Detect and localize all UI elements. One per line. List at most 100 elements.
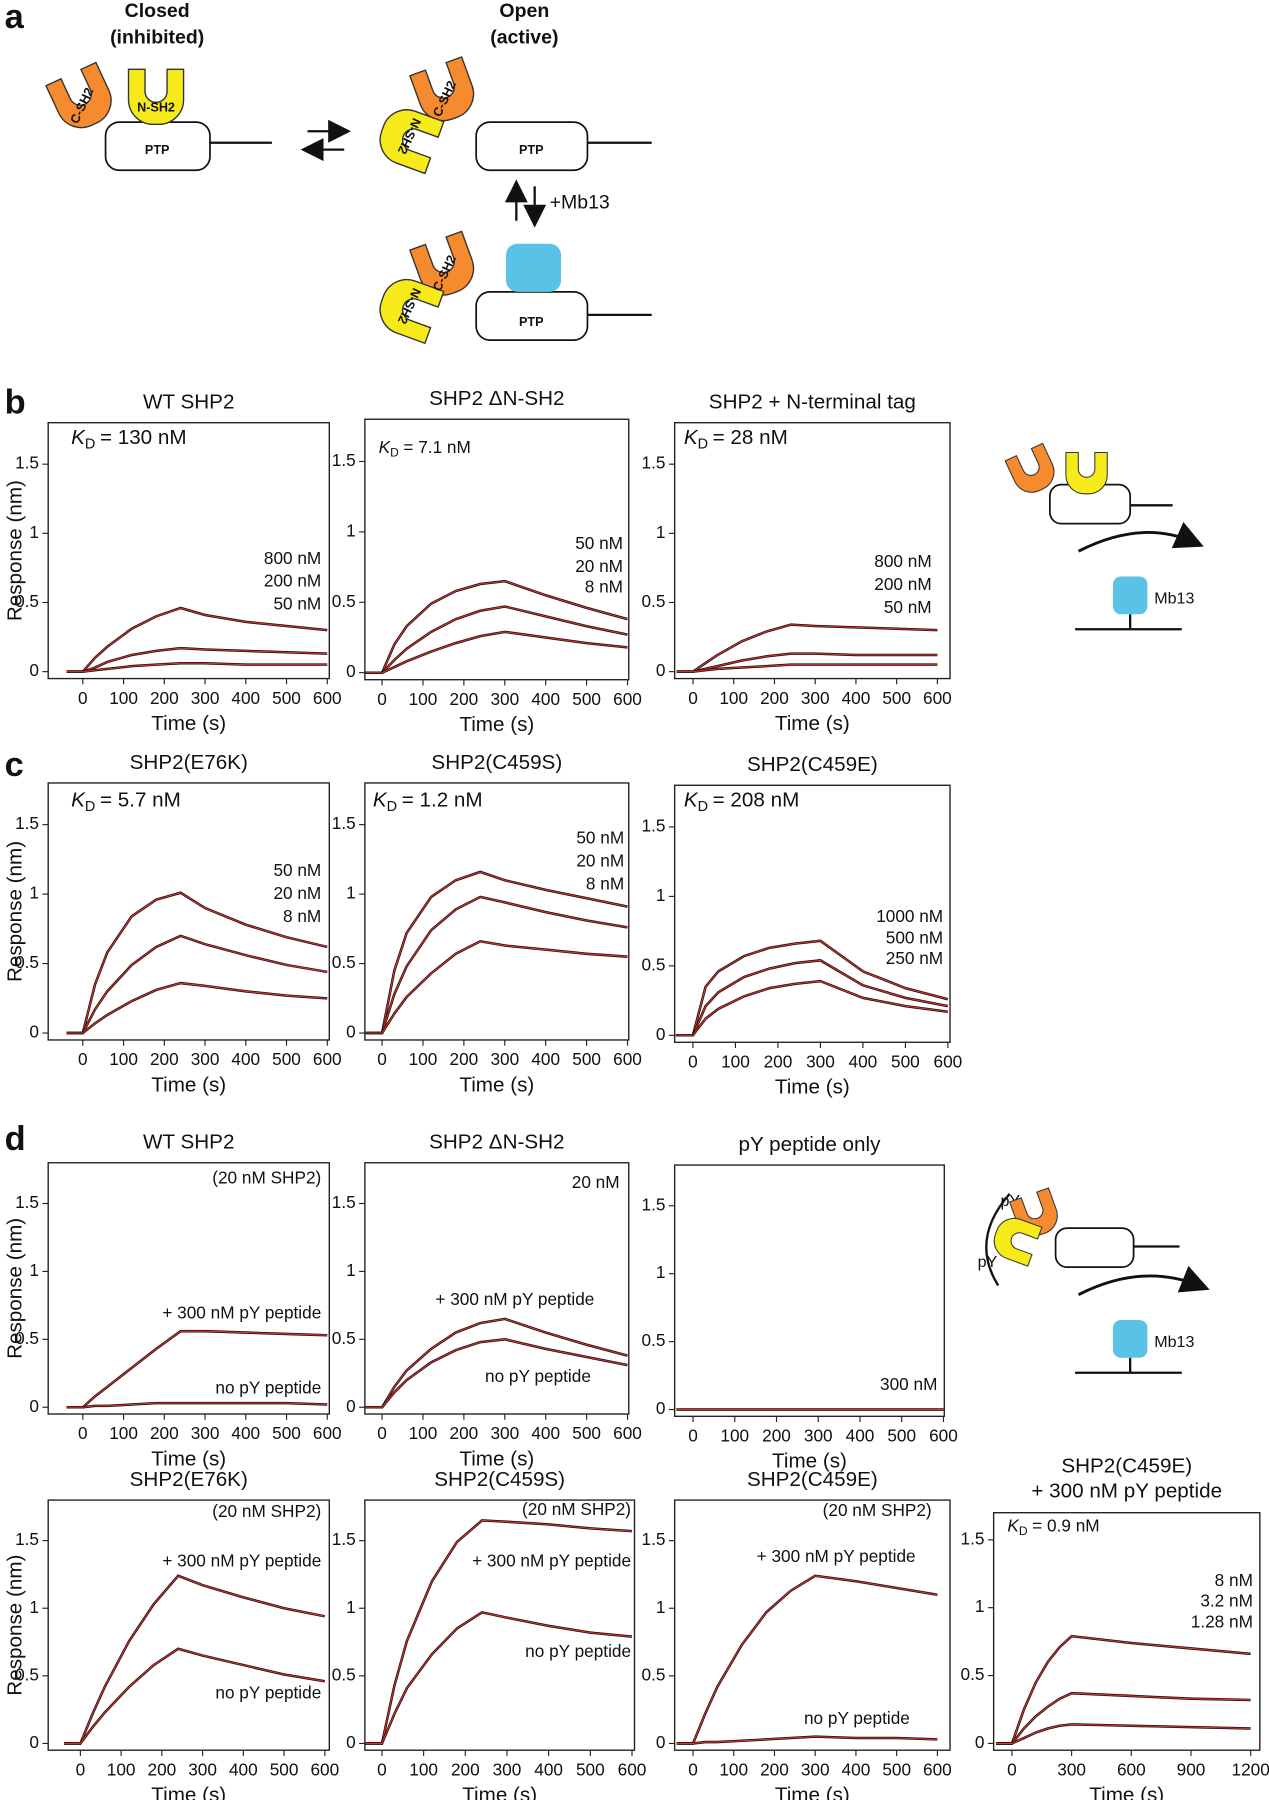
plot-frame	[673, 1164, 945, 1418]
x-tick-label: 100	[109, 688, 138, 708]
x-tick-label: 500	[882, 688, 911, 708]
kd-symbol: K	[1007, 1515, 1020, 1535]
chart: 0 0.5 1 1.5 0 100 200 300 400 500 600 SHP2(E76K) Tim…	[4, 751, 342, 1096]
y-axis-label: Response (nm)	[4, 480, 27, 621]
series-label: no pY peptide	[804, 1708, 910, 1728]
kd-subscript: D	[85, 799, 95, 815]
x-tick-label: 300	[490, 1049, 519, 1069]
x-tick-label: 200	[150, 1423, 179, 1443]
panel-label: c	[5, 746, 24, 784]
x-tick-label: 0	[377, 1049, 387, 1069]
chart-title: SHP2(C459S)	[431, 751, 562, 774]
x-tick-label: 600	[313, 1423, 342, 1443]
x-tick-label: 100	[409, 1049, 438, 1069]
x-axis-label: Time (s)	[772, 1450, 847, 1473]
x-tick-label: 300	[804, 1426, 833, 1446]
fit-line	[365, 871, 628, 1034]
series-label: no pY peptide	[215, 1683, 321, 1703]
kd-symbol: K	[684, 426, 699, 449]
diagram-heading: Open	[499, 0, 549, 22]
y-tick-label: 1	[29, 1260, 39, 1280]
x-tick-label: 300	[801, 688, 830, 708]
fit-line	[675, 980, 948, 1036]
y-tick-label: 1	[29, 883, 39, 903]
kd-symbol: K	[71, 426, 86, 449]
annotation: (20 nM SHP2)	[212, 1167, 321, 1187]
y-tick-label: 1.5	[332, 1192, 356, 1212]
series-label: no pY peptide	[215, 1377, 321, 1397]
plot-frame	[364, 782, 630, 1041]
x-tick-label: 500	[882, 1759, 911, 1779]
y-tick-label: 0.5	[961, 1664, 985, 1684]
x-tick-label: 600	[613, 1423, 642, 1443]
fit-line	[675, 959, 948, 1036]
series-label: 8 nM	[283, 906, 321, 926]
domain-label: N-SH2	[137, 101, 175, 115]
kd-subscript: D	[1019, 1524, 1028, 1538]
diagram-label: pY	[978, 1253, 998, 1271]
series-label: no pY peptide	[525, 1641, 631, 1661]
chart-title: SHP2(C459E)	[747, 753, 878, 776]
kd-value: = 1.2 nM	[402, 789, 483, 812]
fit-line	[676, 664, 938, 673]
chart: 0 0.5 1 1.5 0 300 600 900 1200 SHP2(C459E) + 300 n…	[961, 1454, 1269, 1800]
x-tick-label: 400	[842, 1759, 871, 1779]
x-tick-label: 600	[618, 1759, 647, 1779]
n-sh2	[127, 68, 185, 126]
series-label: 50 nM	[273, 594, 321, 614]
chart-subtitle: + 300 nM pY peptide	[1031, 1480, 1222, 1503]
chart: 0 0.5 1 1.5 0 100 200 300 400 500 600 SHP2 ΔN-SH2 Ti…	[332, 387, 642, 736]
fit-line	[365, 580, 628, 674]
x-tick-label: 100	[721, 1051, 750, 1071]
x-tick-label: 600	[613, 689, 642, 709]
kd-annotation: KD = 1.2 nM	[373, 789, 483, 815]
chart: 0 0.5 1 1.5 0 100 200 300 400 500 600 SHP2 ΔN-SH2 Ti…	[332, 1131, 642, 1471]
x-tick-label: 500	[572, 689, 601, 709]
x-tick-label: 200	[760, 1759, 789, 1779]
kd-subscript: D	[387, 799, 397, 815]
fit-line	[66, 1402, 328, 1408]
diagram-heading: (active)	[490, 26, 558, 48]
series-line	[365, 1317, 628, 1409]
x-tick-label: 600	[313, 1049, 342, 1069]
y-tick-label: 1	[346, 883, 356, 903]
chart-title: WT SHP2	[143, 1131, 234, 1154]
annotation: (20 nM SHP2)	[212, 1501, 321, 1521]
x-tick-label: 0	[377, 1759, 387, 1779]
series-label: + 300 nM pY peptide	[162, 1551, 321, 1571]
y-tick-label: 0.5	[15, 1664, 39, 1684]
series-label: 20 nM	[576, 851, 624, 871]
y-tick-label: 1.5	[332, 1529, 356, 1549]
x-tick-label: 200	[150, 1049, 179, 1069]
series-label: 8 nM	[1215, 1570, 1253, 1590]
series-label: 3.2 nM	[1200, 1591, 1253, 1611]
y-tick-label: 1	[346, 1597, 356, 1617]
x-tick-label: 600	[923, 1759, 952, 1779]
diagram-heading: Closed	[125, 0, 190, 22]
y-tick-label: 1	[656, 885, 666, 905]
fit-line	[676, 1575, 938, 1744]
chart: 0 0.5 1 1.5 0 100 200 300 400 500 600 WT SHP2 Time (…	[4, 1131, 342, 1471]
x-tick-label: 200	[764, 1051, 793, 1071]
x-tick-label: 100	[109, 1049, 138, 1069]
y-tick-label: 0	[29, 1396, 39, 1416]
y-tick-label: 1.5	[15, 1529, 39, 1549]
series-label: 20 nM	[273, 883, 321, 903]
x-axis-label: Time (s)	[775, 1784, 850, 1800]
chart: 0 0.5 1 1.5 0 100 200 300 400 500 600 SHP2(C459S) Ti…	[332, 1468, 647, 1800]
y-tick-label: 1	[29, 1597, 39, 1617]
fit-line	[675, 940, 948, 1036]
x-axis-label: Time (s)	[775, 1076, 850, 1099]
chart: 0 0.5 1 1.5 0 100 200 300 400 500 600 SHP2(C459S) Ti…	[332, 751, 642, 1096]
kd-subscript: D	[390, 446, 399, 460]
y-tick-label: 1.5	[642, 1529, 666, 1549]
x-tick-label: 400	[231, 688, 260, 708]
y-tick-label: 0.5	[15, 952, 39, 972]
y-axis-label: Response (nm)	[4, 1555, 27, 1696]
y-tick-label: 0	[656, 1024, 666, 1044]
x-tick-label: 0	[78, 1423, 88, 1443]
annotation: 20 nM	[572, 1172, 620, 1192]
x-tick-label: 400	[229, 1759, 258, 1779]
